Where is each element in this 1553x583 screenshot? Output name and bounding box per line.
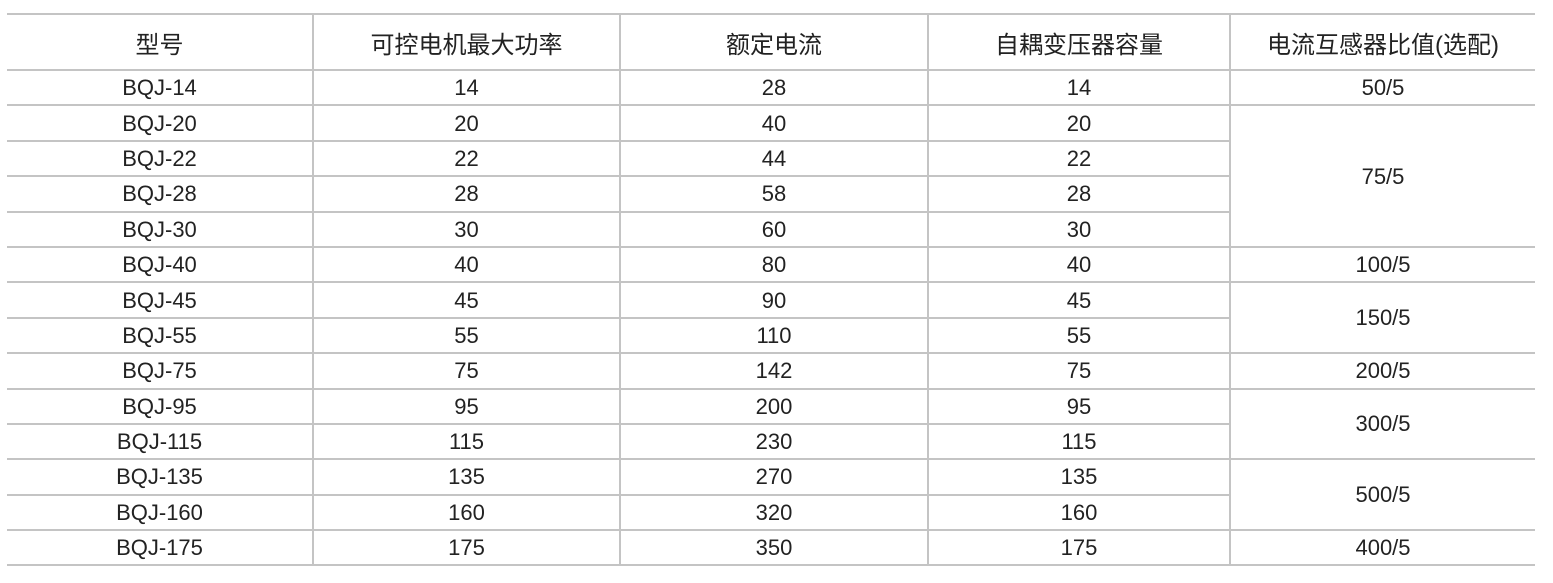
table-row: BQJ-28 28 58 28 [7, 175, 1535, 213]
header-ct-ratio: 电流互感器比值(选配) [1229, 13, 1535, 71]
max-power-cell: 75 [312, 352, 620, 390]
transformer-capacity-cell: 30 [927, 210, 1230, 248]
rated-current-cell: 58 [619, 175, 928, 213]
header-max-power: 可控电机最大功率 [312, 13, 620, 71]
model-cell: BQJ-175 [7, 529, 313, 567]
transformer-capacity-cell: 175 [927, 529, 1230, 567]
transformer-capacity-cell: 55 [927, 316, 1230, 355]
ct-ratio-cell: 75/5 [1229, 104, 1535, 248]
max-power-cell: 160 [312, 493, 620, 532]
ct-ratio-cell: 500/5 [1229, 458, 1535, 532]
max-power-cell: 135 [312, 458, 620, 496]
rated-current-cell: 44 [619, 139, 928, 178]
transformer-capacity-cell: 95 [927, 387, 1230, 425]
transformer-capacity-cell: 14 [927, 68, 1230, 107]
max-power-cell: 28 [312, 175, 620, 213]
transformer-capacity-cell: 40 [927, 245, 1230, 284]
rated-current-cell: 28 [619, 68, 928, 107]
rated-current-cell: 350 [619, 529, 928, 567]
table-row: BQJ-175 175 350 175 400/5 [7, 529, 1535, 567]
max-power-cell: 175 [312, 529, 620, 567]
table-row: BQJ-30 30 60 30 [7, 210, 1535, 248]
table-row: BQJ-45 45 90 45 150/5 [7, 281, 1535, 355]
table-row: BQJ-95 95 200 95 300/5 [7, 387, 1535, 461]
header-rated-current: 额定电流 [619, 13, 928, 71]
max-power-cell: 40 [312, 245, 620, 284]
table-row: BQJ-160 160 320 160 [7, 493, 1535, 532]
table-row: BQJ-20 20 40 20 75/5 [7, 104, 1535, 248]
ct-ratio-cell: 300/5 [1229, 387, 1535, 461]
header-transformer-capacity: 自耦变压器容量 [927, 13, 1230, 71]
model-cell: BQJ-135 [7, 458, 313, 496]
max-power-cell: 115 [312, 422, 620, 461]
header-row: 型号 可控电机最大功率 额定电流 自耦变压器容量 电流互感器比值(选配) [7, 13, 1535, 71]
model-cell: BQJ-30 [7, 210, 313, 248]
transformer-capacity-cell: 75 [927, 352, 1230, 390]
max-power-cell: 45 [312, 281, 620, 319]
transformer-capacity-cell: 115 [927, 422, 1230, 461]
model-cell: BQJ-20 [7, 104, 313, 142]
max-power-cell: 95 [312, 387, 620, 425]
model-cell: BQJ-22 [7, 139, 313, 178]
rated-current-cell: 230 [619, 422, 928, 461]
max-power-cell: 30 [312, 210, 620, 248]
model-cell: BQJ-45 [7, 281, 313, 319]
rated-current-cell: 40 [619, 104, 928, 142]
model-cell: BQJ-55 [7, 316, 313, 355]
table-row: BQJ-135 135 270 135 500/5 [7, 458, 1535, 532]
transformer-capacity-cell: 160 [927, 493, 1230, 532]
ct-ratio-cell: 100/5 [1229, 245, 1535, 284]
ct-ratio-cell: 400/5 [1229, 529, 1535, 567]
transformer-capacity-cell: 135 [927, 458, 1230, 496]
spec-table: 型号 可控电机最大功率 额定电流 自耦变压器容量 电流互感器比值(选配) BQJ… [7, 13, 1535, 567]
model-cell: BQJ-40 [7, 245, 313, 284]
ct-ratio-cell: 50/5 [1229, 68, 1535, 107]
max-power-cell: 20 [312, 104, 620, 142]
table-row: BQJ-115 115 230 115 [7, 422, 1535, 461]
transformer-capacity-cell: 28 [927, 175, 1230, 213]
rated-current-cell: 270 [619, 458, 928, 496]
model-cell: BQJ-160 [7, 493, 313, 532]
transformer-capacity-cell: 22 [927, 139, 1230, 178]
model-cell: BQJ-115 [7, 422, 313, 461]
model-cell: BQJ-28 [7, 175, 313, 213]
table-row: BQJ-75 75 142 75 200/5 [7, 352, 1535, 390]
model-cell: BQJ-75 [7, 352, 313, 390]
rated-current-cell: 110 [619, 316, 928, 355]
table-row: BQJ-14 14 28 14 50/5 [7, 68, 1535, 107]
transformer-capacity-cell: 20 [927, 104, 1230, 142]
table-row: BQJ-22 22 44 22 [7, 139, 1535, 178]
model-cell: BQJ-95 [7, 387, 313, 425]
table-row: BQJ-55 55 110 55 [7, 316, 1535, 355]
rated-current-cell: 142 [619, 352, 928, 390]
model-cell: BQJ-14 [7, 68, 313, 107]
header-model: 型号 [7, 13, 313, 71]
rated-current-cell: 80 [619, 245, 928, 284]
rated-current-cell: 90 [619, 281, 928, 319]
rated-current-cell: 200 [619, 387, 928, 425]
rated-current-cell: 60 [619, 210, 928, 248]
transformer-capacity-cell: 45 [927, 281, 1230, 319]
rated-current-cell: 320 [619, 493, 928, 532]
table-row: BQJ-40 40 80 40 100/5 [7, 245, 1535, 284]
max-power-cell: 55 [312, 316, 620, 355]
max-power-cell: 14 [312, 68, 620, 107]
max-power-cell: 22 [312, 139, 620, 178]
ct-ratio-cell: 150/5 [1229, 281, 1535, 355]
ct-ratio-cell: 200/5 [1229, 352, 1535, 390]
